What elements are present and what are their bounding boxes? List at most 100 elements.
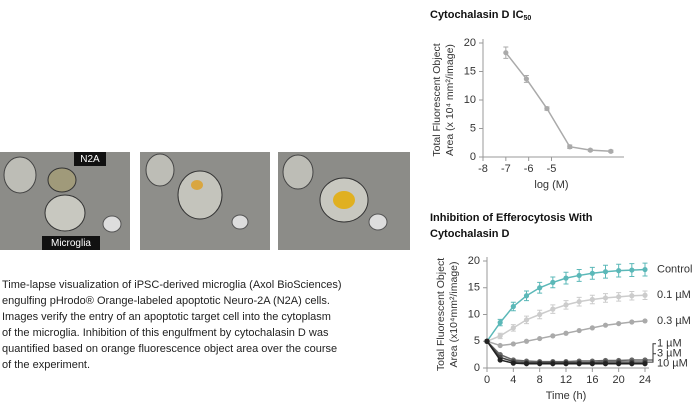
caption-line: Time-lapse visualization of iPSC-derived… — [2, 279, 342, 291]
data-point — [629, 361, 635, 367]
data-point — [523, 76, 529, 82]
data-point — [537, 311, 543, 318]
data-point — [616, 361, 622, 367]
label-box — [42, 236, 100, 250]
chart-title: Cytochalasin D — [430, 228, 510, 240]
data-point — [629, 319, 635, 325]
caption-line: of the experiment. — [2, 359, 90, 371]
x-tick-label: 16 — [586, 374, 598, 386]
data-point — [537, 335, 543, 342]
data-point — [563, 361, 569, 367]
data-point — [616, 268, 622, 274]
data-point — [589, 270, 595, 276]
x-tick-label: -7 — [501, 163, 511, 175]
data-point — [616, 294, 622, 300]
data-point — [602, 295, 609, 301]
data-point — [576, 361, 582, 367]
cell — [191, 180, 203, 190]
data-point — [497, 342, 503, 349]
chart-title: Cytochalasin D IC — [430, 9, 524, 21]
x-tick-label: -8 — [478, 163, 488, 175]
data-point — [510, 360, 516, 366]
data-point — [550, 306, 556, 312]
data-point — [642, 318, 648, 324]
data-point — [642, 292, 648, 298]
y-tick-label: 15 — [468, 282, 480, 294]
cell — [177, 170, 223, 220]
data-point — [587, 147, 593, 153]
y-tick-label: 5 — [474, 335, 480, 347]
cell — [47, 167, 77, 193]
caption-line: quantified based on orange fluorescence … — [2, 343, 337, 355]
data-point — [563, 302, 569, 308]
data-point — [484, 338, 490, 344]
cell — [282, 154, 314, 190]
x-axis-label: log (M) — [534, 179, 568, 191]
label-leader — [647, 353, 656, 363]
y-axis-label: Area (x10⁴mm²/image) — [448, 261, 460, 367]
caption-line: Images verify the entry of an apoptotic … — [2, 311, 331, 323]
y-tick-label: 15 — [464, 65, 476, 77]
y-tick-label: 5 — [470, 122, 476, 134]
chart-title: Cytochalasin D IC50 — [430, 9, 531, 22]
legend-label: 10 µM — [657, 358, 688, 370]
data-point — [497, 357, 503, 363]
cell — [102, 215, 122, 233]
data-point — [629, 267, 635, 273]
y-tick-label: 20 — [468, 255, 480, 267]
data-point — [576, 327, 582, 334]
data-point — [523, 317, 530, 323]
data-point — [523, 293, 530, 299]
y-tick-label: 10 — [468, 308, 480, 320]
data-point — [497, 333, 503, 339]
x-tick-label: 24 — [639, 374, 651, 386]
x-tick-label: 20 — [613, 374, 625, 386]
legend-label: Control — [657, 263, 692, 275]
chart-title: Inhibition of Efferocytosis With — [430, 212, 593, 224]
data-point — [576, 272, 582, 279]
data-point — [550, 361, 556, 367]
label-leader — [647, 343, 656, 361]
image-label: Microglia — [51, 238, 91, 249]
cell — [44, 194, 86, 232]
cell — [368, 213, 388, 231]
x-tick-label: 0 — [484, 374, 490, 386]
data-point — [497, 319, 503, 326]
cell — [333, 191, 355, 209]
data-point — [503, 50, 509, 56]
data-point — [602, 361, 609, 367]
data-point — [537, 361, 543, 367]
data-point — [616, 320, 622, 327]
data-point — [567, 144, 573, 150]
data-point — [563, 330, 569, 336]
y-tick-label: 10 — [464, 94, 476, 106]
cell — [145, 153, 175, 187]
y-tick-label: 20 — [464, 37, 476, 49]
image-label: N2A — [80, 154, 100, 165]
data-point — [523, 338, 530, 344]
cell — [3, 156, 37, 194]
chart-title: Inhibition of Efferocytosis With — [430, 212, 593, 224]
data-point — [537, 285, 543, 291]
chart-title: Cytochalasin D — [430, 228, 510, 240]
label-box — [74, 152, 106, 166]
series-line — [505, 52, 611, 153]
data-point — [642, 266, 648, 273]
data-point — [608, 148, 614, 154]
legend-label: 1 µM — [657, 338, 682, 350]
x-tick-label: -5 — [547, 163, 557, 175]
y-axis-label: Area (x 10⁴ mm²/image) — [444, 44, 456, 156]
y-tick-label: 0 — [474, 362, 480, 374]
chart-title-subscript: 50 — [524, 15, 532, 22]
data-point — [523, 361, 530, 367]
x-tick-label: 4 — [510, 374, 516, 386]
data-point — [550, 333, 556, 339]
x-tick-label: 12 — [560, 374, 572, 386]
y-tick-label: 0 — [470, 151, 476, 163]
legend-label: 3 µM — [657, 348, 682, 360]
x-tick-label: 8 — [537, 374, 543, 386]
data-point — [642, 361, 648, 367]
data-point — [629, 293, 635, 299]
data-point — [589, 296, 595, 303]
legend-label: 0.1 µM — [657, 289, 691, 301]
